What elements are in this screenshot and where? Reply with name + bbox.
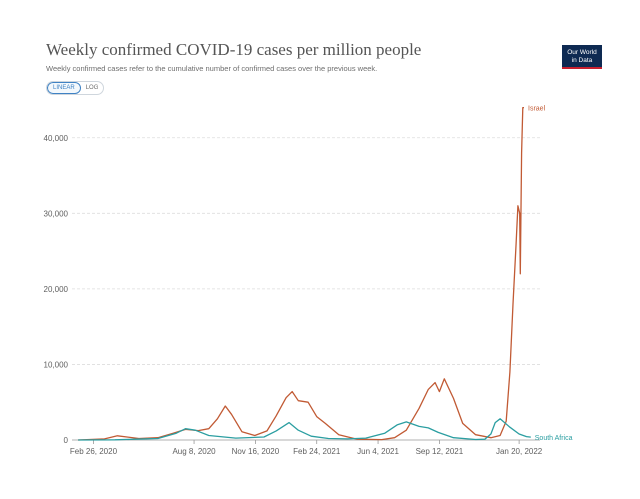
x-tick-label: Jun 4, 2021 bbox=[357, 447, 399, 456]
x-tick-label: Jan 20, 2022 bbox=[496, 447, 543, 456]
y-tick-label: 40,000 bbox=[44, 134, 69, 143]
x-tick-label: Nov 16, 2020 bbox=[232, 447, 280, 456]
x-tick-label: Sep 12, 2021 bbox=[416, 447, 464, 456]
y-tick-label: 30,000 bbox=[44, 209, 69, 218]
x-tick-label: Feb 24, 2021 bbox=[293, 447, 341, 456]
logo-line-2: in Data bbox=[571, 56, 593, 64]
scale-toggle: LINEAR LOG bbox=[46, 81, 105, 95]
chart-subtitle: Weekly confirmed cases refer to the cumu… bbox=[46, 64, 378, 73]
log-scale-button[interactable]: LOG bbox=[85, 85, 99, 91]
y-tick-label: 20,000 bbox=[44, 285, 69, 294]
south-africa-line bbox=[78, 418, 531, 441]
x-tick-label: Aug 8, 2020 bbox=[172, 447, 216, 456]
x-tick-label: Feb 26, 2020 bbox=[70, 447, 118, 456]
linear-scale-button[interactable]: LINEAR bbox=[47, 82, 81, 94]
y-tick-label: 10,000 bbox=[44, 360, 69, 369]
logo-line-1: Our World bbox=[567, 49, 597, 56]
chart-title: Weekly confirmed COVID-19 cases per mill… bbox=[46, 40, 422, 59]
south-africa-label: South Africa bbox=[535, 435, 573, 442]
israel-line bbox=[78, 106, 524, 441]
israel-label: Israel bbox=[528, 106, 546, 113]
owid-logo[interactable]: Our World in Data bbox=[562, 45, 602, 69]
y-tick-label: 0 bbox=[64, 436, 69, 445]
